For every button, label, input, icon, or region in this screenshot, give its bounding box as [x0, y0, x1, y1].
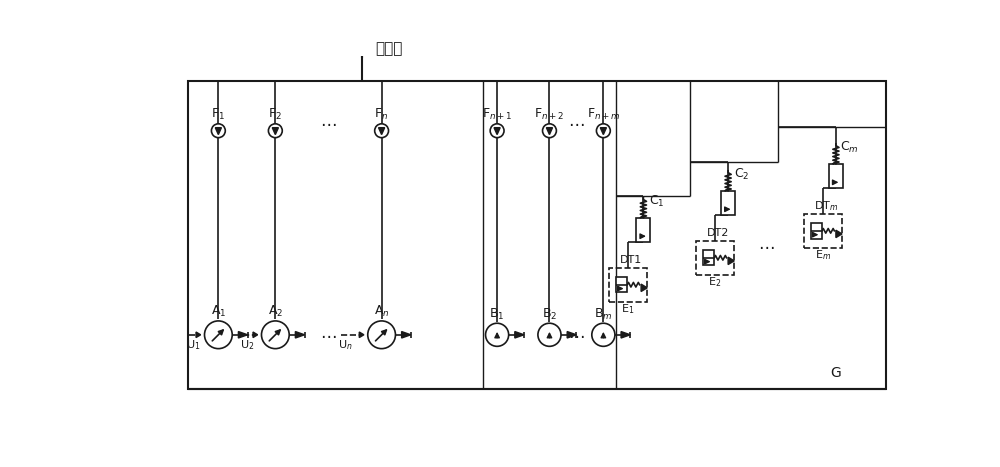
Circle shape [486, 323, 509, 347]
Bar [703, 250, 714, 265]
Circle shape [368, 321, 395, 349]
Polygon shape [238, 332, 248, 338]
Text: $\cdots$: $\cdots$ [568, 326, 585, 344]
Bar [188, 81, 886, 389]
Polygon shape [253, 332, 258, 338]
Text: DT2: DT2 [707, 228, 729, 238]
Bar [829, 164, 843, 189]
Polygon shape [215, 127, 221, 134]
Text: E$_1$: E$_1$ [621, 303, 635, 316]
Bar [636, 218, 650, 242]
Text: U$_1$: U$_1$ [186, 339, 201, 353]
Circle shape [596, 124, 610, 138]
Circle shape [592, 323, 615, 347]
Bar [696, 241, 734, 275]
Text: F$_n$: F$_n$ [374, 107, 389, 122]
Text: A$_n$: A$_n$ [374, 304, 389, 319]
Text: F$_{n+m}$: F$_{n+m}$ [587, 107, 620, 122]
Text: C$_2$: C$_2$ [734, 167, 750, 182]
Polygon shape [621, 332, 630, 338]
Polygon shape [567, 332, 576, 338]
Text: B$_2$: B$_2$ [542, 306, 557, 322]
Bar [811, 223, 822, 239]
Text: F$_{n+2}$: F$_{n+2}$ [534, 107, 565, 122]
Text: B$_1$: B$_1$ [489, 306, 505, 322]
Polygon shape [494, 127, 500, 134]
Text: C$_1$: C$_1$ [649, 194, 665, 209]
Circle shape [490, 124, 504, 138]
Circle shape [205, 321, 232, 349]
Text: G: G [831, 366, 841, 380]
Text: U$_n$: U$_n$ [338, 339, 353, 353]
Text: B$_m$: B$_m$ [594, 306, 613, 322]
Text: 至系统: 至系统 [376, 41, 403, 56]
Text: F$_1$: F$_1$ [211, 107, 225, 122]
Text: E$_2$: E$_2$ [708, 276, 722, 290]
Text: A$_1$: A$_1$ [211, 304, 226, 319]
Polygon shape [546, 127, 553, 134]
Circle shape [538, 323, 561, 347]
Text: A$_2$: A$_2$ [268, 304, 283, 319]
Text: $\cdots$: $\cdots$ [568, 114, 585, 132]
Text: C$_m$: C$_m$ [840, 140, 859, 155]
Polygon shape [728, 257, 734, 265]
Polygon shape [379, 127, 385, 134]
Polygon shape [359, 332, 364, 338]
Text: $\cdots$: $\cdots$ [320, 326, 337, 344]
Circle shape [261, 321, 289, 349]
Polygon shape [196, 332, 201, 338]
Circle shape [375, 124, 389, 138]
Text: $\cdots$: $\cdots$ [320, 114, 337, 132]
Text: DT1: DT1 [620, 255, 642, 265]
Polygon shape [295, 332, 305, 338]
Bar [616, 277, 627, 292]
Text: $\cdots$: $\cdots$ [758, 237, 775, 255]
Text: F$_2$: F$_2$ [268, 107, 282, 122]
Bar [609, 268, 647, 302]
Polygon shape [641, 284, 647, 291]
Circle shape [211, 124, 225, 138]
Circle shape [543, 124, 556, 138]
Polygon shape [836, 230, 842, 238]
Polygon shape [600, 127, 606, 134]
Polygon shape [402, 332, 411, 338]
Circle shape [268, 124, 282, 138]
Polygon shape [272, 127, 278, 134]
Text: E$_m$: E$_m$ [815, 248, 831, 262]
Bar [804, 214, 842, 248]
Bar [721, 191, 735, 215]
Polygon shape [515, 332, 524, 338]
Text: U$_2$: U$_2$ [240, 339, 255, 353]
Text: DT$_m$: DT$_m$ [814, 199, 838, 213]
Text: F$_{n+1}$: F$_{n+1}$ [482, 107, 512, 122]
